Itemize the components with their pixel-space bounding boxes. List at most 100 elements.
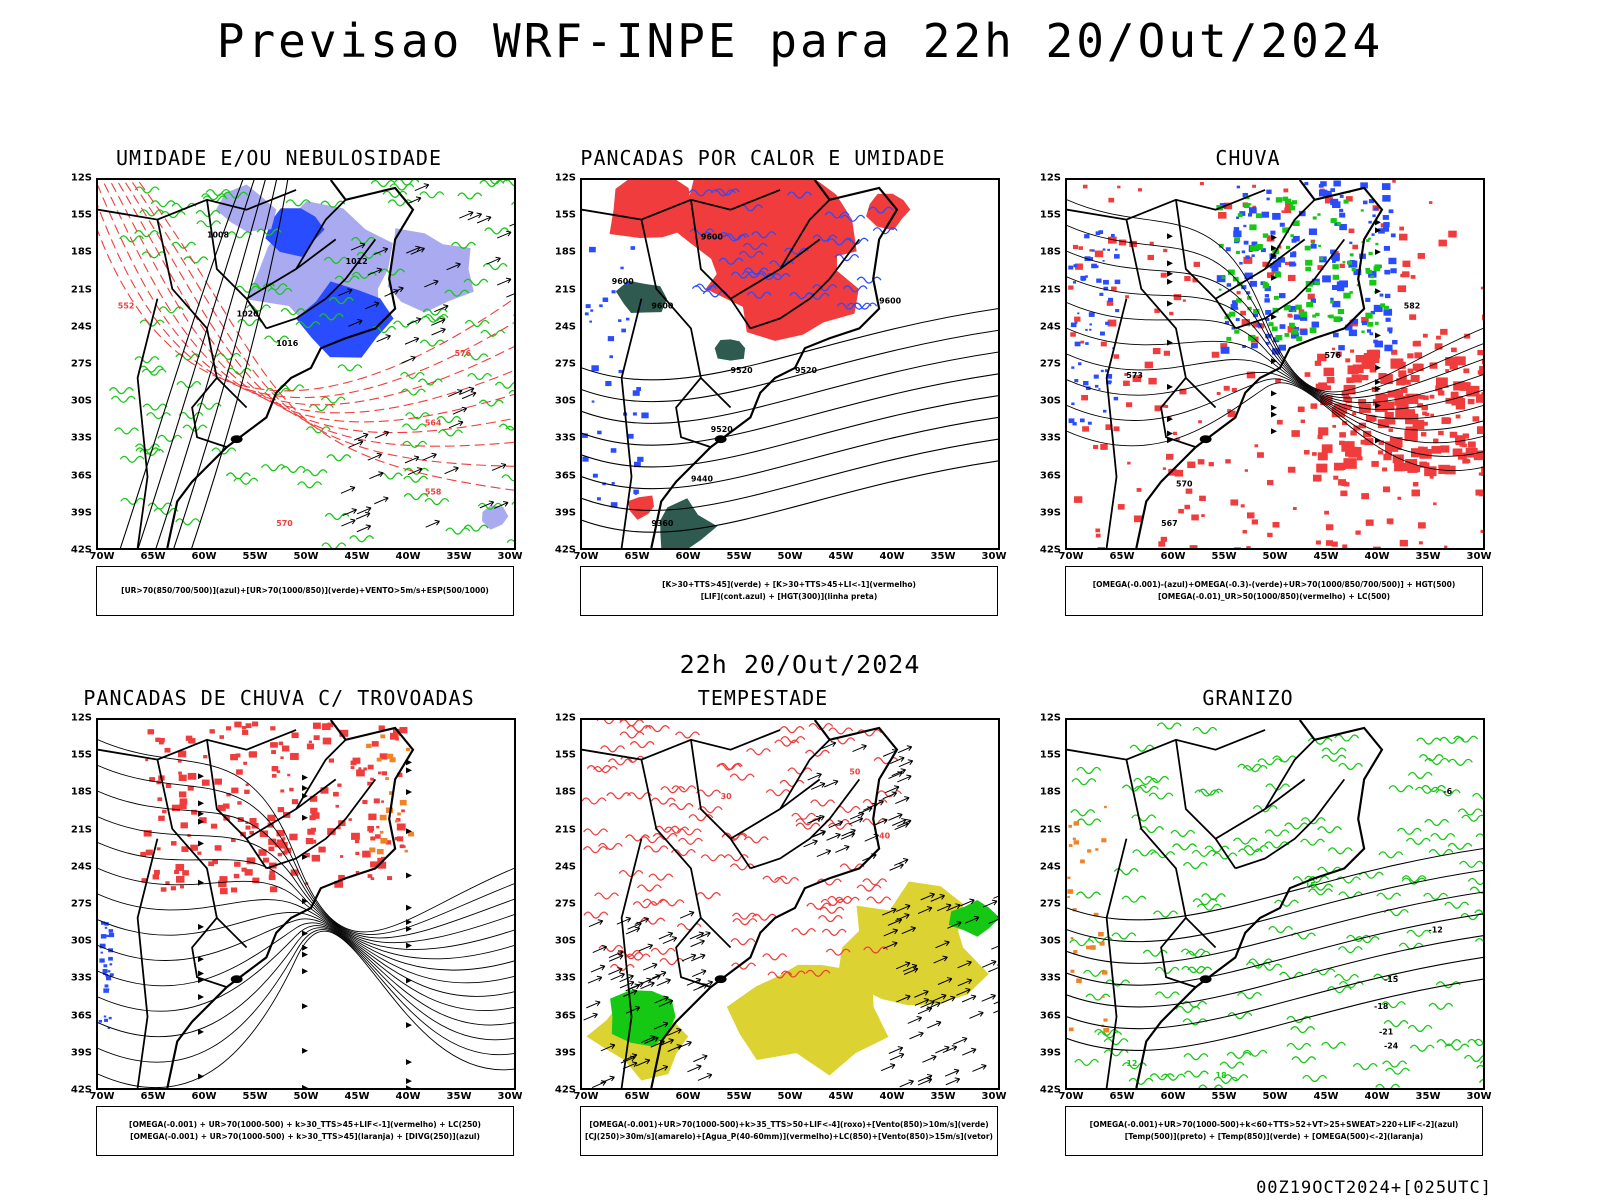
wind-vector: [816, 849, 832, 858]
omega-blue-area: [1094, 384, 1099, 388]
lifted-index-contour: [592, 473, 598, 478]
thunderstorm-red-area: [339, 855, 344, 858]
rain-red-area: [1161, 404, 1166, 408]
omega-green-area: [1284, 333, 1290, 337]
thunderstorm-red-area: [199, 817, 207, 824]
thunderstorm-red-area: [268, 874, 276, 881]
wind-vector: [882, 791, 898, 800]
temp-850-contour: [1472, 792, 1483, 800]
omega-blue-area: [1241, 285, 1247, 290]
latitude-tick-label: 27S: [1039, 898, 1061, 910]
omega-blue-area: [1100, 369, 1104, 373]
lagoon: [230, 975, 243, 984]
precipitable-water-contour: [877, 790, 902, 798]
rain-red-area: [1078, 246, 1083, 250]
wind-vector: [892, 818, 907, 826]
rain-red-area: [1462, 443, 1467, 448]
rain-red-area: [1436, 335, 1441, 340]
rain-red-area: [1252, 321, 1260, 328]
latitude-tick-label: 12S: [554, 172, 576, 184]
omega-blue-area: [1335, 257, 1340, 262]
precipitable-water-contour: [659, 899, 685, 907]
precipitable-water-contour: [696, 892, 721, 900]
wind-vector: [642, 962, 658, 971]
wind-vector: [807, 815, 822, 824]
longitude-tick-label: 70W: [1058, 551, 1084, 562]
contour-label: 1012: [346, 257, 368, 266]
temp-850-contour: [1474, 937, 1483, 943]
temp-850-contour: [1447, 758, 1473, 766]
thunderstorm-orange-area: [379, 814, 387, 821]
thunderstorm-red-area: [318, 846, 326, 853]
low-level-humidity-contour: [305, 426, 331, 434]
low-level-humidity-contour: [324, 512, 350, 521]
streamline-arrow: [302, 968, 308, 975]
precipitable-water-contour: [722, 832, 748, 840]
rain-red-area: [1402, 260, 1411, 267]
thunderstorm-red-area: [241, 867, 247, 872]
panel-umidade: UMIDADE E/OU NEBULOSIDADE 12S 15S 18S 21S 24S…: [44, 146, 522, 616]
longitude-tick-label: 30W: [981, 551, 1007, 562]
lagoon: [1199, 975, 1212, 984]
precipitable-water-contour: [762, 875, 788, 883]
rain-red-area: [1185, 488, 1193, 494]
rain-red-area: [1317, 353, 1327, 362]
wind-vector: [888, 812, 903, 821]
omega-green-area: [1249, 224, 1257, 231]
wind-vector: [930, 893, 946, 902]
low-level-humidity-contour: [297, 481, 323, 489]
streamline: [98, 925, 514, 1026]
longitude-tick-label: 60W: [1160, 551, 1186, 562]
omega-blue-area: [1388, 257, 1397, 265]
instability-red-area: [627, 495, 654, 520]
thunderstorm-red-area: [141, 878, 148, 883]
precipitable-water-contour: [594, 892, 619, 900]
omega-blue-area: [1264, 294, 1270, 298]
rain-red-area: [1106, 300, 1114, 306]
longitude-tick-label: 65W: [624, 551, 650, 562]
omega-blue-area: [1108, 297, 1114, 302]
contour-label: 552: [118, 302, 135, 311]
thunderstorm-orange-area: [408, 831, 415, 837]
rain-red-area: [1160, 536, 1168, 542]
omega-blue-area: [1334, 222, 1340, 226]
temp-850-contour: [1180, 948, 1206, 956]
rain-red-area: [1437, 378, 1444, 384]
omega-blue-area: [1292, 235, 1300, 242]
low-level-humidity-contour: [302, 469, 328, 477]
low-level-humidity-contour: [356, 251, 382, 260]
wind-vector: [635, 1058, 651, 1067]
legend-line: [K>30+TTS>45](verde) + [K>30+TTS>45+LI<-…: [662, 580, 916, 589]
wind-vector: [424, 279, 439, 288]
thunderstorm-red-area: [271, 750, 276, 755]
wind-vector: [407, 467, 423, 476]
wind-vector: [937, 977, 953, 985]
rain-red-area: [1417, 253, 1425, 259]
latitude-tick-label: 30S: [1039, 935, 1061, 947]
rain-red-area: [1267, 532, 1273, 538]
rain-red-area: [1314, 360, 1322, 366]
country-border: [295, 199, 347, 270]
rain-red-area: [1424, 466, 1437, 477]
streamline-arrow: [406, 919, 412, 926]
low-level-humidity-contour: [280, 308, 306, 316]
thunderstorm-red-area: [309, 795, 318, 802]
temp-850-contour: [1334, 973, 1359, 982]
panel-title: CHUVA: [1215, 146, 1281, 170]
rain-red-area: [1431, 445, 1442, 454]
streamline-arrow: [406, 872, 412, 879]
thunderstorm-red-area: [381, 771, 388, 776]
wind-vector: [448, 420, 464, 429]
rain-red-area: [1445, 397, 1453, 404]
omega-blue-area: [1256, 323, 1262, 328]
rain-red-area: [1350, 349, 1355, 353]
divergence-blue-area: [102, 968, 108, 973]
wind-vector: [486, 256, 501, 265]
legend-line: [OMEGA(-0.001)+UR>70(1000-500)+k<60+TTS>…: [1089, 1120, 1459, 1129]
rain-red-area: [1481, 358, 1483, 365]
rain-red-area: [1449, 363, 1458, 370]
omega-blue-area: [1322, 275, 1331, 283]
rain-red-area: [1169, 311, 1174, 316]
wind-vector: [467, 212, 483, 221]
